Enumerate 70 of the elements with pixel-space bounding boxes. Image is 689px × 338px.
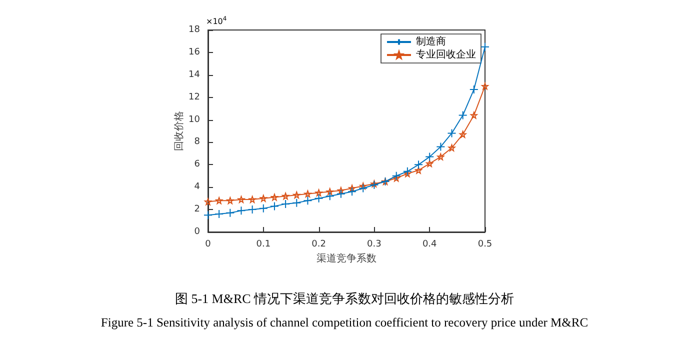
point <box>402 166 412 176</box>
point <box>325 192 334 201</box>
point <box>281 199 290 208</box>
y-axis-title: 回收价格 <box>173 111 186 151</box>
point <box>348 187 357 196</box>
legend-label: 制造商 <box>416 36 446 48</box>
point <box>204 210 212 220</box>
point <box>204 198 212 206</box>
point <box>315 189 322 196</box>
point <box>226 197 234 204</box>
point <box>415 166 422 174</box>
point <box>448 144 456 152</box>
text: Figure 5-1 Sensitivity analysis of channel competition coefficient to recovery price under M&RC <box>100 316 588 330</box>
point <box>248 196 256 203</box>
point <box>226 208 235 218</box>
point <box>348 184 356 192</box>
point <box>426 160 434 168</box>
y-tick-label: 6 <box>194 160 200 170</box>
point <box>480 42 490 52</box>
y-tick-label: 4 <box>194 182 200 192</box>
legend-label: 专业回收企业 <box>416 48 476 60</box>
point <box>282 192 290 200</box>
text: 图 5-1 M&RC 情况下渠道竞争系数对回收价格的敏感性分析 <box>174 291 514 306</box>
point <box>425 152 434 162</box>
point <box>469 84 478 94</box>
point <box>304 190 312 198</box>
point <box>214 210 224 219</box>
point <box>260 194 267 202</box>
point <box>292 198 302 208</box>
y-tick-label: 0 <box>194 227 200 237</box>
point <box>414 160 424 170</box>
x-axis-title: 渠道竞争系数 <box>316 252 376 264</box>
y-tick-label: 2 <box>194 204 200 215</box>
point <box>236 206 246 216</box>
y-tick-label: 10 <box>188 114 200 125</box>
point <box>293 191 300 198</box>
point <box>437 153 444 160</box>
point <box>336 189 346 198</box>
point <box>326 188 334 196</box>
point <box>392 171 401 180</box>
point <box>392 174 400 182</box>
x-tick-label: 0.5 <box>478 240 492 250</box>
point <box>459 130 466 138</box>
x-tick-label: 0.2 <box>312 240 326 250</box>
y-tick-label: 8 <box>194 137 200 148</box>
x-tick-label: 0.1 <box>256 240 271 250</box>
point <box>458 110 468 120</box>
y-tick-label: 12 <box>188 92 200 102</box>
point <box>482 82 488 90</box>
x-tick-label: 0.3 <box>367 240 382 250</box>
point <box>248 205 257 214</box>
point <box>238 196 245 203</box>
point <box>360 182 367 190</box>
y-tick-label: 18 <box>188 25 200 35</box>
y-tick-label: 14 <box>188 70 200 80</box>
point <box>358 184 368 193</box>
point <box>447 128 456 138</box>
point <box>258 204 268 213</box>
point <box>303 196 312 206</box>
point <box>404 170 411 178</box>
point <box>216 197 223 204</box>
point <box>270 194 278 201</box>
y-tick-label: 16 <box>188 47 200 58</box>
point <box>470 112 478 119</box>
point <box>270 202 279 211</box>
point <box>337 186 344 194</box>
x-tick-label: 0 <box>205 240 212 250</box>
point <box>436 142 446 152</box>
point <box>314 194 324 203</box>
x-tick-label: 0.4 <box>422 240 438 250</box>
